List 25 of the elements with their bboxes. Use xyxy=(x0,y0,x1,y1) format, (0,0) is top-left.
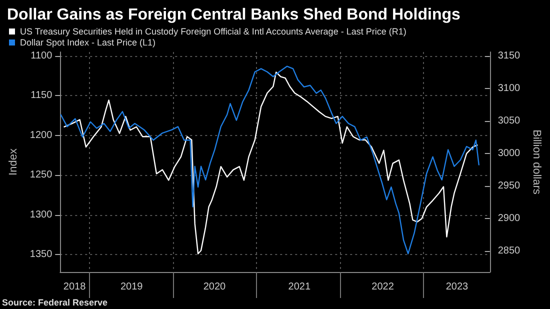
y-tick-label: 1300 xyxy=(30,209,53,220)
x-tick-label: 2020 xyxy=(203,282,226,292)
x-tick-label: 2021 xyxy=(288,282,311,292)
y-tick-label: 1200 xyxy=(30,130,53,141)
y2-tick-label: 3000 xyxy=(498,148,521,160)
x-tick-label: 2023 xyxy=(446,282,469,292)
x-tick-label: 2022 xyxy=(372,282,394,292)
y2-tick-label: 2850 xyxy=(498,246,521,257)
x-tick-label: 2018 xyxy=(63,282,86,292)
y2-tick-label: 2950 xyxy=(498,180,521,192)
y2-tick-label: 3050 xyxy=(498,115,521,126)
x-tick-label: 2019 xyxy=(120,282,144,292)
y2-tick-label: 3150 xyxy=(498,50,521,62)
y2-axis-title: Billion dollars xyxy=(530,130,542,195)
y-tick-label: 1350 xyxy=(30,249,53,260)
y-tick-label: 1250 xyxy=(30,170,53,181)
source-note: Source: Federal Reserve xyxy=(2,298,108,308)
legend-label: US Treasury Securities Held in Custody Foreign Official & Intl Accounts Average - Last Price (R1) xyxy=(20,26,406,36)
y-axis-title: Index xyxy=(8,148,20,176)
y-tick-label: 1100 xyxy=(30,50,53,62)
chart-title: Dollar Gains as Foreign Central Banks Shed Bond Holdings xyxy=(7,6,461,24)
y2-tick-label: 3100 xyxy=(498,82,521,94)
legend-label: Dollar Spot Index - Last Price (L1) xyxy=(20,38,156,48)
y2-tick-label: 2900 xyxy=(498,213,521,224)
y-tick-label: 1150 xyxy=(30,90,53,102)
